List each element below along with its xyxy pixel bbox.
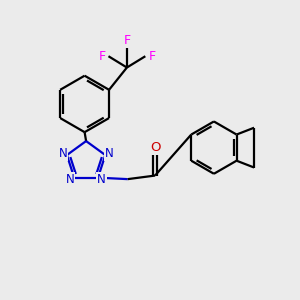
Text: N: N	[97, 172, 106, 186]
Text: N: N	[66, 172, 74, 186]
Text: F: F	[148, 50, 155, 63]
Text: N: N	[59, 147, 68, 160]
Text: F: F	[123, 34, 130, 47]
Text: F: F	[98, 50, 106, 63]
Text: O: O	[150, 141, 160, 154]
Text: N: N	[105, 147, 113, 160]
